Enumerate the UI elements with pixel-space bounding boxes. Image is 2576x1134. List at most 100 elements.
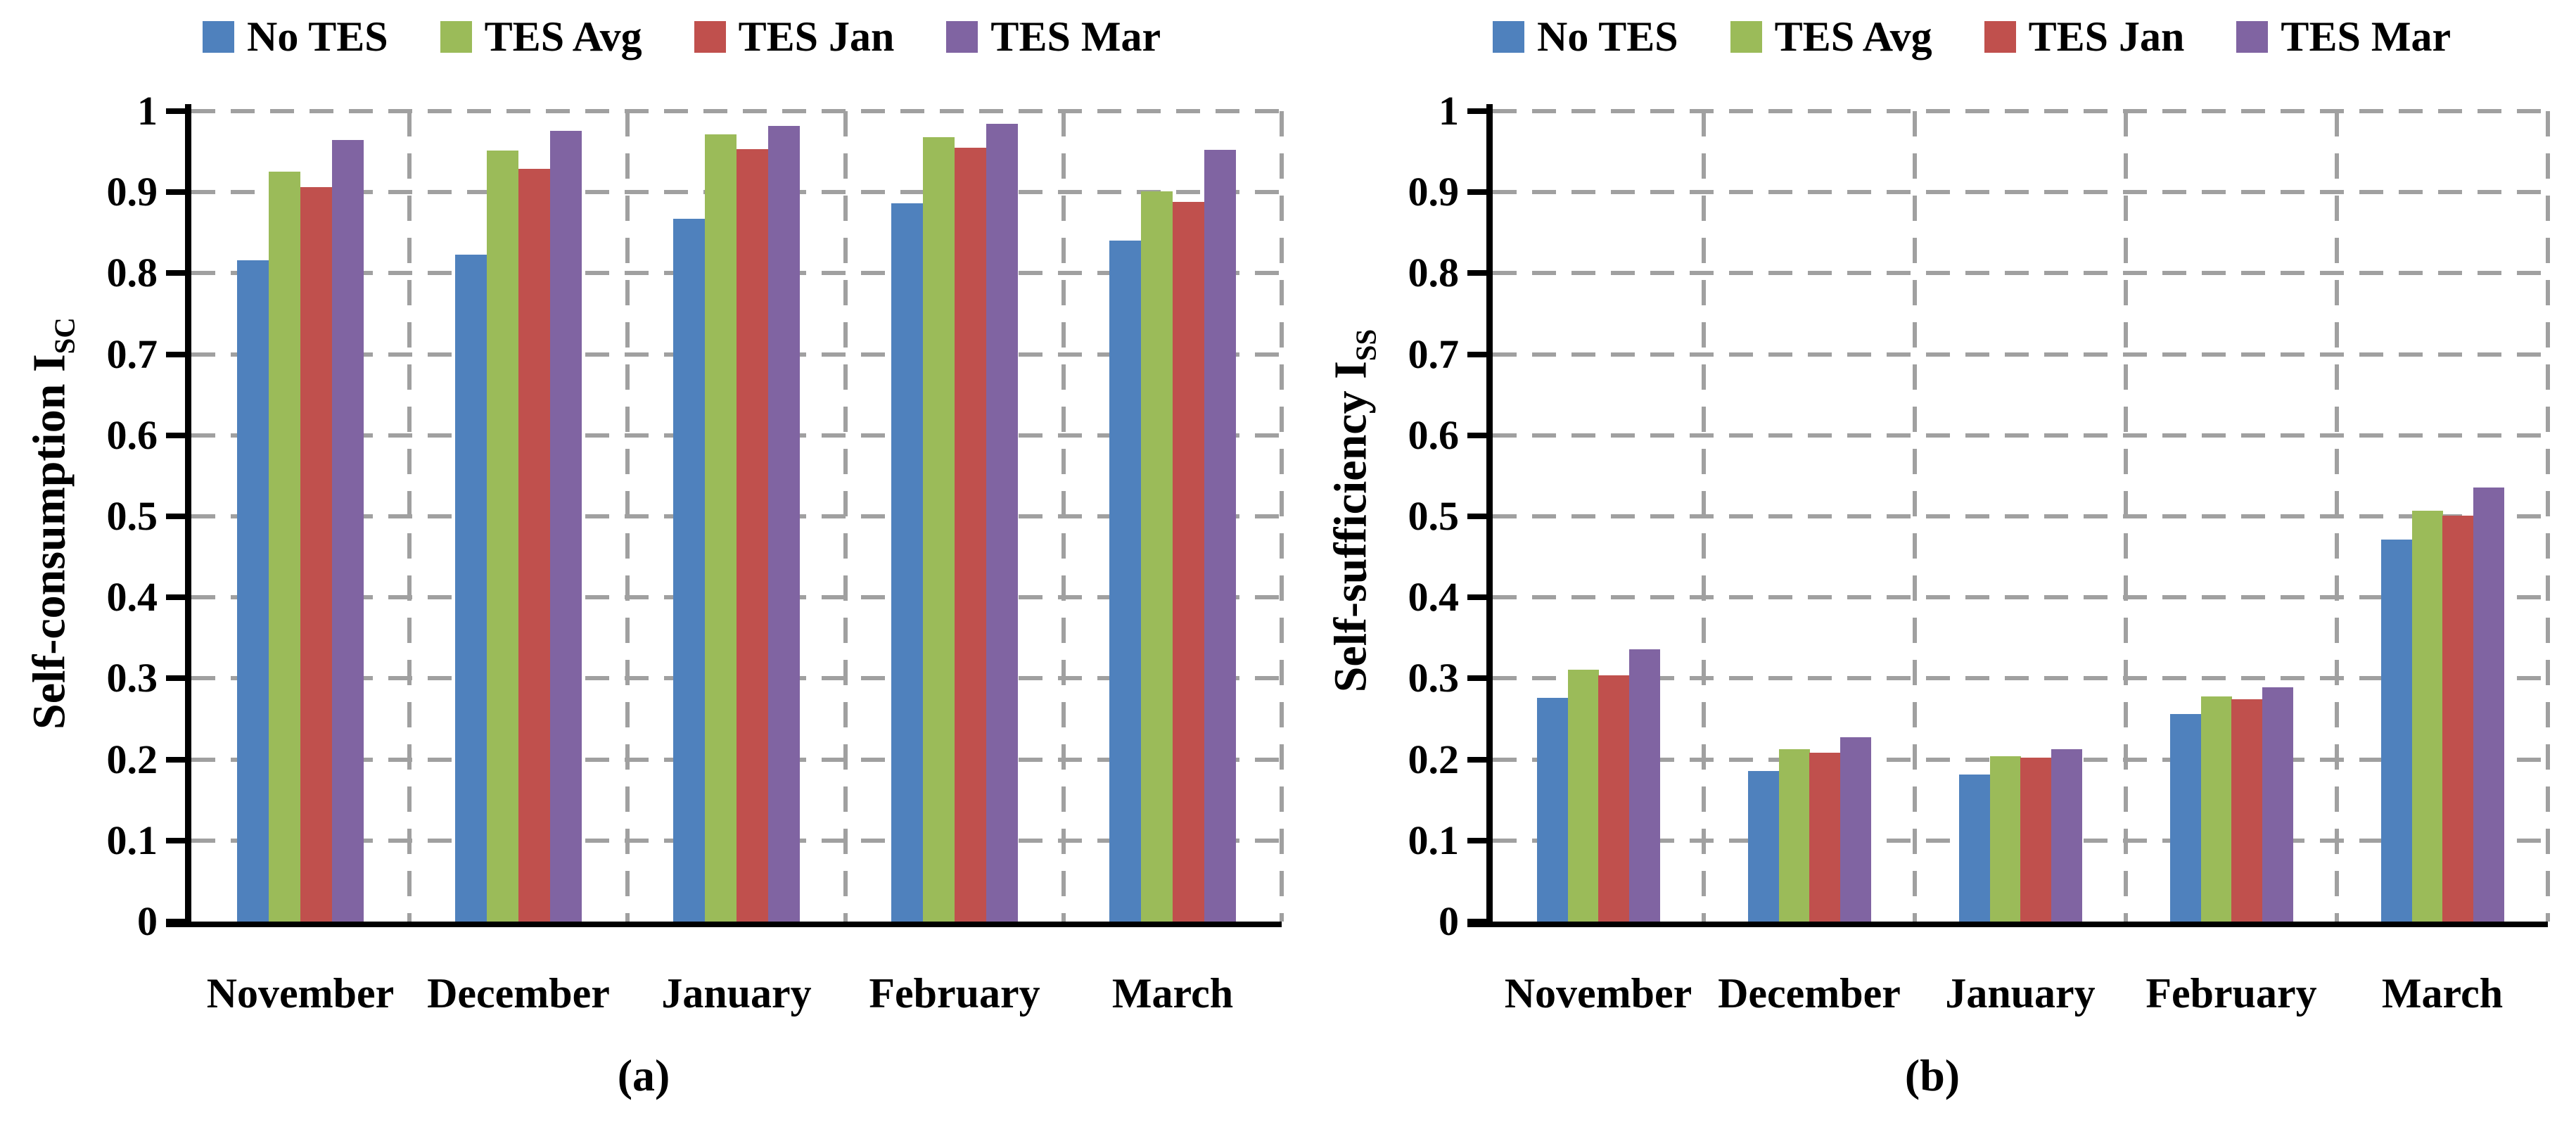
legend-item-tes-mar: TES Mar [2236,13,2451,61]
legend-b: No TES TES Avg TES Jan TES Mar [1493,13,2503,61]
gridline-horizontal [1493,271,2548,276]
y-tick-label: 0.4 [1408,574,1460,620]
x-category-label: November [1504,970,1692,1017]
bar-no-tes-november [237,260,269,922]
x-axis-line [1467,922,2548,927]
bar-tes-avg-march [2412,511,2443,922]
bar-tes-mar-march [1204,150,1236,922]
bar-tes-jan-november [1598,675,1629,922]
legend-swatch-no-tes [1493,20,1524,53]
legend-item-tes-mar: TES Mar [946,13,1161,61]
bar-tes-mar-january [2051,749,2082,922]
legend-a: No TES TES Avg TES Jan TES Mar [203,13,1213,61]
bar-tes-jan-december [518,169,550,922]
y-tick-label: 0.6 [1408,412,1460,458]
bar-tes-mar-february [2262,687,2293,922]
y-axis-tick [166,675,185,682]
y-tick-label: 0.8 [106,250,158,296]
x-category-label: January [661,970,812,1017]
bar-tes-mar-december [1840,737,1871,922]
gridline-horizontal [1493,595,2548,600]
x-axis-line [166,922,1282,927]
y-tick-label: 0.1 [1408,817,1460,863]
bar-tes-jan-february [2231,699,2262,922]
legend-item-no-tes: No TES [203,13,388,61]
y-tick-label: 1 [137,88,158,134]
x-category-label: January [1945,970,2096,1017]
y-tick-label: 0.9 [1408,169,1460,215]
x-category-label: March [2381,970,2504,1017]
y-axis-tick [1467,351,1486,357]
y-tick-label: 0.3 [106,655,158,701]
legend-swatch-tes-mar [946,20,978,53]
bar-tes-jan-december [1809,753,1840,922]
legend-swatch-tes-jan [1984,20,2016,53]
bar-tes-jan-march [2442,516,2473,922]
x-category-label: December [1718,970,1901,1017]
bar-no-tes-january [673,219,705,922]
y-axis-tick [1467,514,1486,519]
x-category-label: February [2145,970,2317,1017]
y-axis-tick [1467,189,1486,196]
bar-tes-avg-january [1990,756,2021,922]
bar-tes-jan-january [2020,758,2051,922]
y-tick-label: 0.4 [106,574,158,620]
bar-tes-avg-january [705,134,737,922]
y-axis-tick [166,514,185,519]
y-tick-label: 0.5 [106,493,158,539]
y-axis-line [1486,104,1493,927]
bar-tes-mar-november [1629,649,1660,922]
gridline-horizontal [1493,352,2548,357]
bar-tes-avg-february [923,137,955,922]
bar-tes-avg-march [1141,191,1173,922]
y-tick-label: 0 [137,898,158,944]
legend-label: No TES [247,13,388,60]
legend-label: TES Avg [1774,13,1932,60]
legend-label: TES Jan [2028,13,2185,60]
y-axis-tick [166,594,185,601]
y-tick-label: 0.6 [106,412,158,458]
gridline-horizontal [1493,433,2548,438]
y-tick-label: 1 [1439,88,1459,134]
y-axis-tick [166,351,185,357]
gridline-vertical [2546,111,2550,922]
panel-caption-a: (a) [617,1050,670,1100]
bar-tes-jan-february [955,148,986,922]
bar-tes-jan-march [1173,202,1204,922]
y-axis-tick [1467,432,1486,438]
bar-no-tes-december [1748,771,1779,922]
y-tick-label: 0.2 [106,736,158,782]
gridline-horizontal [1493,190,2548,195]
y-tick-label: 0.7 [106,331,158,377]
legend-label: TES Jan [738,13,895,60]
y-tick-label: 0.2 [1408,736,1460,782]
bar-no-tes-march [2381,540,2412,922]
legend-label: TES Avg [484,13,642,60]
bar-tes-mar-january [768,126,800,922]
legend-label: TES Mar [2281,13,2451,60]
y-axis-tick [166,189,185,196]
x-category-label: December [427,970,610,1017]
bar-no-tes-february [891,203,923,922]
legend-label: TES Mar [990,13,1161,60]
y-axis-tick [166,108,185,114]
y-axis-tick [1467,837,1486,843]
legend-item-no-tes: No TES [1493,13,1678,61]
bar-tes-mar-february [986,124,1018,922]
gridline-horizontal [1493,514,2548,518]
gridline-horizontal [191,109,1282,113]
y-axis-tick [1467,675,1486,682]
bar-tes-avg-november [1568,670,1599,922]
bar-tes-jan-january [737,149,768,922]
legend-item-tes-avg: TES Avg [1730,13,1932,61]
y-axis-tick [166,432,185,438]
bar-tes-mar-november [332,140,364,922]
y-tick-label: 0 [1439,898,1459,944]
bar-tes-mar-march [2473,488,2504,922]
y-axis-tick [166,756,185,763]
bar-no-tes-march [1109,241,1141,922]
y-tick-label: 0.7 [1408,331,1460,377]
bar-tes-avg-december [487,151,518,922]
bar-no-tes-february [2170,714,2201,922]
